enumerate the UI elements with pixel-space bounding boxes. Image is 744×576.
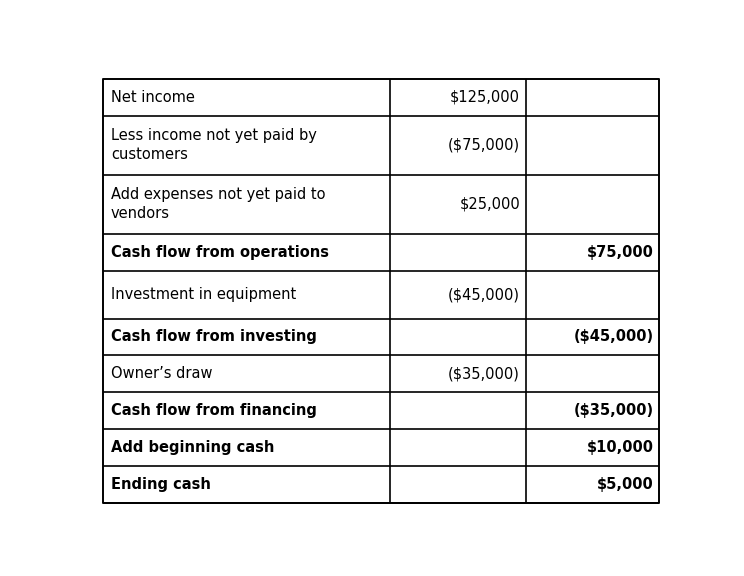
Text: Investment in equipment: Investment in equipment — [111, 287, 296, 302]
Text: ($45,000): ($45,000) — [448, 287, 520, 302]
Text: Add expenses not yet paid to
vendors: Add expenses not yet paid to vendors — [111, 187, 325, 221]
Text: Add beginning cash: Add beginning cash — [111, 440, 275, 455]
Text: Owner’s draw: Owner’s draw — [111, 366, 212, 381]
Text: Cash flow from financing: Cash flow from financing — [111, 403, 317, 418]
Text: Cash flow from operations: Cash flow from operations — [111, 245, 329, 260]
Text: $10,000: $10,000 — [586, 440, 653, 455]
Text: ($75,000): ($75,000) — [448, 138, 520, 153]
Text: Ending cash: Ending cash — [111, 477, 211, 492]
Text: $125,000: $125,000 — [450, 90, 520, 105]
Text: $5,000: $5,000 — [597, 477, 653, 492]
Text: Less income not yet paid by
customers: Less income not yet paid by customers — [111, 128, 317, 162]
Text: $25,000: $25,000 — [459, 197, 520, 212]
Text: ($35,000): ($35,000) — [448, 366, 520, 381]
Text: Cash flow from investing: Cash flow from investing — [111, 329, 317, 344]
Text: ($45,000): ($45,000) — [574, 329, 653, 344]
Text: $75,000: $75,000 — [586, 245, 653, 260]
Text: ($35,000): ($35,000) — [574, 403, 653, 418]
Text: Net income: Net income — [111, 90, 195, 105]
